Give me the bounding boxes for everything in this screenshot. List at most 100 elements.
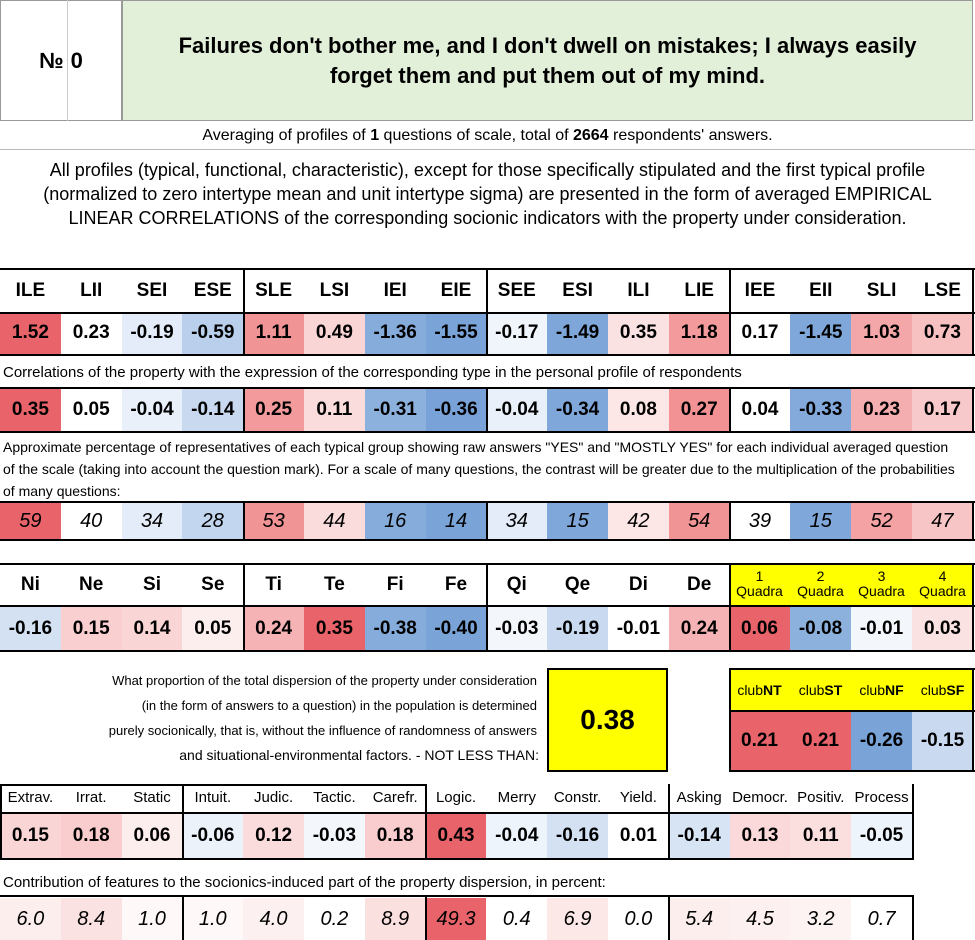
- club-type: NT: [763, 682, 782, 698]
- function-header: Di: [628, 574, 648, 595]
- type-percentage-value: 34: [121, 503, 183, 539]
- quadra-label: Quadra: [858, 583, 905, 599]
- percent-caption: Approximate percentage of representative…: [3, 439, 955, 499]
- reinin-value: 0.43: [425, 814, 487, 858]
- quadra-header: 1 Quadra: [729, 565, 790, 605]
- function-header: Qi: [506, 574, 527, 595]
- function-header: Qe: [564, 574, 591, 595]
- function-header: Si: [143, 574, 161, 595]
- type-percentage-value: 28: [182, 503, 244, 539]
- type-correlation-value: -0.04: [121, 389, 183, 431]
- type-percentage-value: 15: [547, 503, 608, 539]
- type-percentage-value: 14: [425, 503, 487, 539]
- function-value: -0.40: [425, 607, 487, 650]
- type-normalized-value: -1.49: [547, 312, 608, 354]
- type-normalized-value: 1.52: [0, 312, 61, 354]
- type-header: ILE: [15, 280, 46, 301]
- type-header: ESI: [562, 280, 593, 301]
- reinin-header: Static: [133, 788, 171, 806]
- reinin-value: 0.06: [121, 814, 183, 858]
- quadra-number: 2: [816, 568, 825, 584]
- reinin-value: 0.18: [60, 814, 122, 858]
- reinin-value: 0.18: [364, 814, 426, 858]
- type-header: SEI: [136, 280, 168, 301]
- reinin-header: Constr.: [553, 788, 602, 806]
- type-correlation-value: -0.34: [547, 389, 608, 431]
- club-prefix: club: [920, 682, 947, 698]
- contribution-caption: Contribution of features to the socionic…: [3, 874, 606, 891]
- type-normalized-value: -0.59: [182, 312, 244, 354]
- function-header: Fi: [386, 574, 404, 595]
- reinin-contribution: 8.9: [364, 898, 426, 940]
- club-header: club NF: [851, 670, 912, 710]
- quadra-number: 1: [755, 568, 764, 584]
- quadra-value: 0.06: [729, 607, 790, 650]
- reinin-header: Yield.: [619, 788, 657, 806]
- club-header: club ST: [790, 670, 851, 710]
- type-correlation-value: 0.11: [304, 389, 365, 431]
- respondents-count: 2664: [572, 127, 609, 144]
- reinin-value: 0.11: [790, 814, 852, 858]
- type-normalized-value: 0.23: [60, 312, 122, 354]
- type-header: LII: [80, 280, 103, 301]
- club-type: ST: [824, 682, 843, 698]
- type-correlation-value: -0.04: [486, 389, 548, 431]
- reinin-contribution: 0.0: [608, 898, 669, 940]
- type-normalized-value: 0.73: [912, 312, 973, 354]
- header-number-cell: № 0: [0, 0, 122, 121]
- reinin-value: -0.06: [182, 814, 244, 858]
- type-correlation-value: 0.27: [668, 389, 730, 431]
- function-value: -0.01: [608, 607, 669, 650]
- type-normalized-value: -1.36: [364, 312, 426, 354]
- reinin-header: Intuit.: [194, 788, 232, 806]
- quadra-header: 2 Quadra: [790, 565, 851, 605]
- type-header: SLI: [866, 280, 897, 301]
- club-header: club NT: [729, 670, 790, 710]
- reinin-header: Logic.: [435, 788, 476, 806]
- reinin-value: -0.05: [851, 814, 912, 858]
- type-normalized-value: 0.35: [608, 312, 669, 354]
- function-header: Ti: [265, 574, 282, 595]
- function-value: 0.15: [60, 607, 122, 650]
- quadra-header: 4 Quadra: [912, 565, 973, 605]
- club-type: SF: [946, 682, 965, 698]
- type-percentage-value: 42: [608, 503, 669, 539]
- type-correlation-value: 0.08: [608, 389, 669, 431]
- type-correlation-value: 0.35: [0, 389, 61, 431]
- function-value: -0.03: [486, 607, 548, 650]
- type-normalized-value: -1.55: [425, 312, 487, 354]
- club-prefix: club: [859, 682, 885, 698]
- reinin-value: -0.16: [547, 814, 608, 858]
- reinin-contribution: 6.0: [0, 898, 61, 940]
- reinin-value: 0.13: [729, 814, 791, 858]
- reinin-contribution: 4.0: [243, 898, 304, 940]
- type-percentage-value: 39: [729, 503, 791, 539]
- reinin-contribution: 1.0: [182, 898, 244, 940]
- question-title-cell: Failures don't bother me, and I don't dw…: [122, 0, 973, 121]
- reinin-contribution: 6.9: [547, 898, 608, 940]
- reinin-contribution: 4.5: [729, 898, 791, 940]
- function-header: Te: [324, 574, 345, 595]
- type-percentage-value: 54: [668, 503, 730, 539]
- type-correlation-value: 0.04: [729, 389, 791, 431]
- type-correlation-value: 0.05: [60, 389, 122, 431]
- function-value: -0.16: [0, 607, 61, 650]
- quadra-header: 3 Quadra: [851, 565, 912, 605]
- reinin-contribution: 0.4: [486, 898, 548, 940]
- reinin-header: Process: [854, 788, 909, 806]
- type-correlation-value: 0.23: [851, 389, 912, 431]
- quadra-label: Quadra: [797, 583, 844, 599]
- quadra-value: -0.01: [851, 607, 912, 650]
- function-header: Se: [201, 574, 225, 595]
- reinin-contribution: 3.2: [790, 898, 852, 940]
- type-header: EII: [809, 280, 833, 301]
- type-header: IEE: [744, 280, 776, 301]
- reinin-header: Positiv.: [797, 788, 845, 806]
- club-prefix: club: [798, 682, 825, 698]
- type-header: LSE: [923, 280, 961, 301]
- type-correlation-value: -0.14: [182, 389, 244, 431]
- function-header: Fe: [444, 574, 468, 595]
- type-correlation-value: -0.31: [364, 389, 426, 431]
- reinin-header: Carefr.: [372, 788, 418, 806]
- reinin-contribution: 0.7: [851, 898, 912, 940]
